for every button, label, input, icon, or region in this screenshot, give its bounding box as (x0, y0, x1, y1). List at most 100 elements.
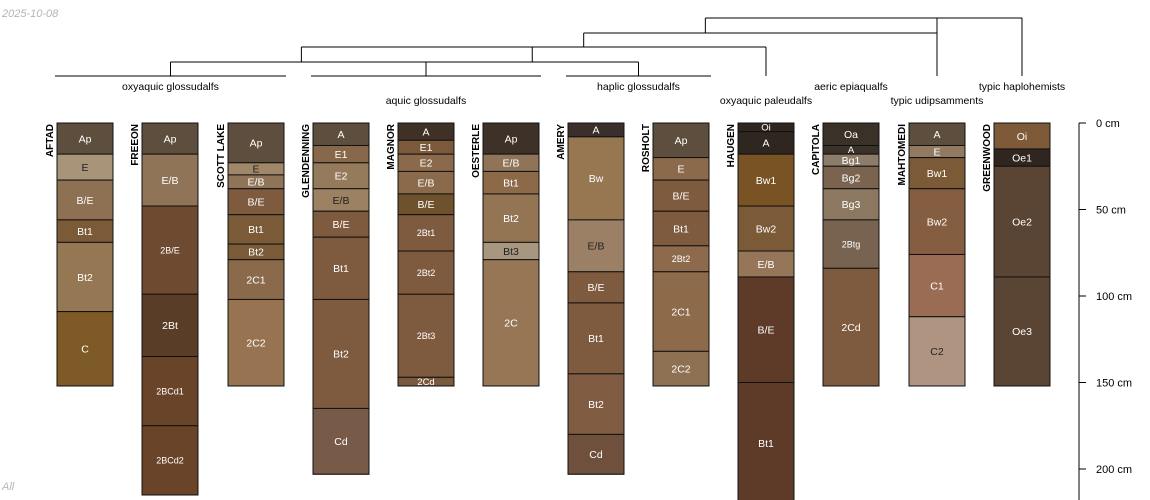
horizon-ap: Ap (56, 122, 114, 155)
horizon-label: A (337, 129, 344, 141)
horizon-label: Bt3 (503, 246, 519, 258)
horizon-label: Bt1 (758, 438, 774, 450)
horizon-oe3: Oe3 (993, 276, 1051, 387)
horizon-ap: Ap (482, 122, 540, 155)
horizon-fill (227, 259, 285, 300)
depth-tick-label: 0 cm (1096, 118, 1120, 130)
horizon-fill (652, 122, 710, 159)
horizon-2bt: 2Bt (141, 293, 199, 358)
horizon-a: A (737, 131, 795, 155)
profile-magnor: A E1 E2 E/B B/E 2Bt1 2Bt2 2Bt3 2Cd MAGNOR (386, 122, 455, 388)
horizon-fill (482, 122, 540, 155)
horizon-label: Bt2 (77, 272, 93, 284)
horizon-b-e: B/E (312, 210, 370, 238)
depth-tick-label: 200 cm (1096, 464, 1132, 476)
horizon-label: B/E (77, 195, 94, 207)
horizon-label: Bg1 (842, 155, 861, 167)
horizon-fill (312, 407, 370, 475)
horizon-c: C (56, 311, 114, 387)
taxon-aquic-glossudalfs: aquic glossudalfs (311, 75, 541, 107)
horizon-2bt2: 2Bt2 (652, 245, 710, 273)
horizon-c2: C2 (908, 316, 966, 387)
horizon-label: 2Cd (841, 322, 860, 334)
horizon-label: E/B (588, 241, 605, 253)
horizon-label: B/E (418, 199, 435, 211)
taxon-label: haplic glossudalfs (597, 81, 680, 93)
profile-oesterle: Ap E/B Bt1 Bt2 Bt3 2C OESTERLE (471, 122, 540, 387)
horizon-label: E (81, 162, 88, 174)
horizon-fill (482, 259, 540, 387)
horizon-label: E2 (420, 158, 433, 170)
profile-name: AFTAD (45, 124, 56, 157)
horizon-fill (567, 302, 625, 375)
horizon-label: 2BCd2 (156, 456, 184, 466)
horizon-fill (567, 271, 625, 304)
horizon-bt1: Bt1 (567, 302, 625, 375)
horizon-fill (567, 433, 625, 475)
horizon-fill (227, 122, 285, 164)
taxon-oxyaquic-glossudalfs: oxyaquic glossudalfs (55, 75, 286, 93)
horizon-label: 2C2 (671, 363, 690, 375)
horizon-label: B/E (588, 282, 605, 294)
horizon-fill (482, 193, 540, 243)
taxon-oxyaquic-paleudalfs: oxyaquic paleudalfs (720, 95, 812, 107)
horizon-fill (397, 376, 455, 387)
horizon-bw2: Bw2 (908, 188, 966, 255)
horizon-label: 2C (504, 318, 518, 330)
horizon-fill (652, 245, 710, 273)
taxon-typic-haplohemists: typic haplohemists (979, 81, 1065, 93)
horizon-ap: Ap (227, 122, 285, 164)
horizon-e-b: E/B (227, 174, 285, 190)
horizon-fill (737, 382, 795, 500)
horizon-fill (822, 267, 880, 387)
horizon-cd: Cd (567, 433, 625, 475)
horizon-fill (227, 214, 285, 245)
taxon-label: aeric epiaqualfs (814, 81, 888, 93)
horizon-bg3: Bg3 (822, 188, 880, 221)
horizon-2bt3: 2Bt3 (397, 293, 455, 378)
horizon-fill (567, 373, 625, 435)
horizon-fill (737, 153, 795, 207)
horizon-b-e: B/E (737, 276, 795, 383)
profile-name: GREENWOOD (982, 124, 993, 192)
horizon-label: 2BCd1 (156, 386, 184, 396)
taxon-label: typic haplohemists (979, 81, 1065, 93)
horizon-fill (397, 293, 455, 378)
horizon-fill (908, 188, 966, 255)
horizon-2bcd1: 2BCd1 (141, 356, 199, 427)
profile-greenwood: Oi Oe1 Oe2 Oe3 GREENWOOD (982, 122, 1051, 387)
horizon-e-b: E/B (737, 250, 795, 278)
horizon-label: Ap (505, 133, 518, 145)
horizon-label: 2Bt2 (672, 254, 691, 264)
horizon-label: Ap (79, 133, 92, 145)
horizon-label: E (677, 164, 684, 176)
horizon-label: Bt1 (333, 263, 349, 275)
date-stamp: 2025-10-08 (2, 8, 59, 20)
horizon-label: Oe2 (1012, 216, 1032, 228)
horizon-label: A (422, 126, 429, 138)
horizon-label: E/B (418, 177, 435, 189)
horizon-fill (227, 188, 285, 216)
horizon-2b-e: 2B/E (141, 205, 199, 295)
horizon-e-b: E/B (567, 219, 625, 273)
taxon-label: typic udipsamments (891, 95, 984, 107)
horizon-label: 2Btg (842, 239, 861, 249)
horizon-2c1: 2C1 (652, 271, 710, 352)
horizon-fill (312, 162, 370, 190)
horizon-fill (993, 165, 1051, 278)
horizon-2cd: 2Cd (822, 267, 880, 387)
horizon-label: Bg3 (842, 199, 861, 211)
profile-name: OESTERLE (471, 124, 482, 178)
horizon-fill (908, 253, 966, 318)
horizon-fill (56, 179, 114, 221)
horizon-label: B/E (758, 325, 775, 337)
horizon-bt3: Bt3 (482, 241, 540, 261)
horizon-e: E (227, 162, 285, 176)
horizon-2c2: 2C2 (652, 350, 710, 387)
horizon-fill (397, 250, 455, 295)
horizon-label: B/E (248, 196, 265, 208)
horizon-label: Oi (1017, 131, 1028, 143)
horizon-2btg: 2Btg (822, 219, 880, 269)
horizon-bt1: Bt1 (312, 236, 370, 300)
horizon-label: 2B/E (160, 245, 180, 255)
